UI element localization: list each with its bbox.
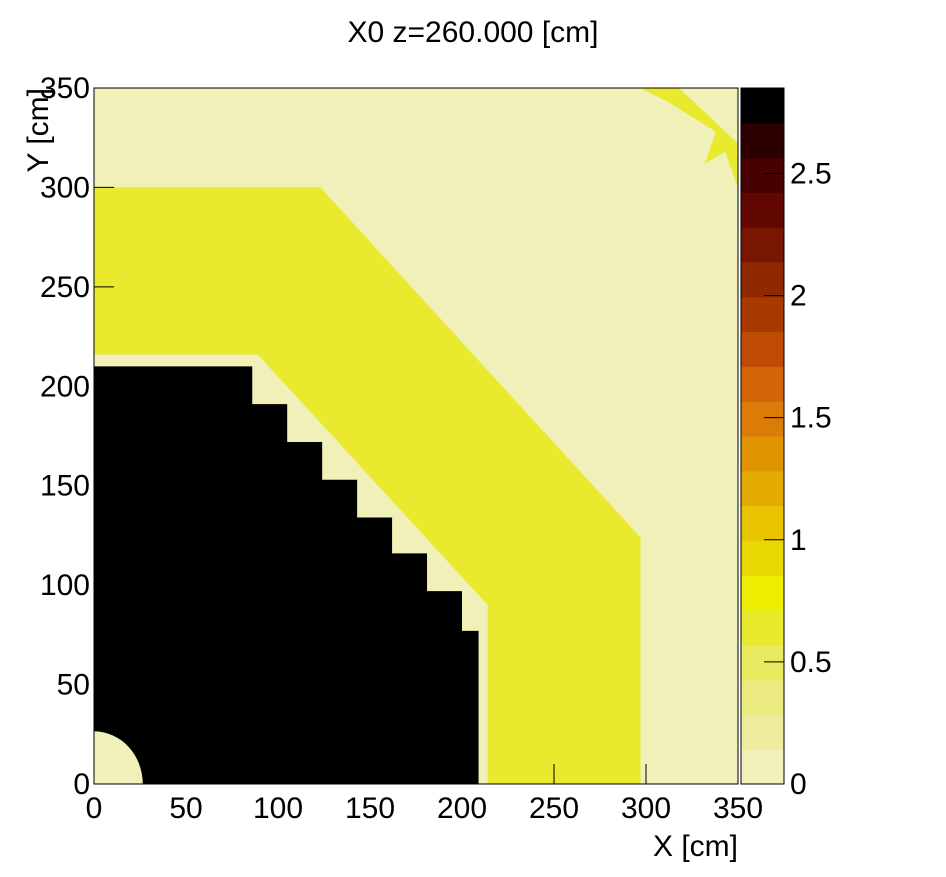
z-tick-label: 0 xyxy=(790,768,807,801)
z-tick-label: 1 xyxy=(790,524,807,557)
x-tick-label: 150 xyxy=(345,792,395,825)
y-tick-label: 0 xyxy=(73,768,90,801)
palette-bin xyxy=(741,714,784,750)
x-axis-label: X [cm] xyxy=(653,830,738,863)
palette-bin xyxy=(741,644,784,681)
x-tick-label: 100 xyxy=(253,792,303,825)
palette-bin xyxy=(741,575,784,611)
palette-frame xyxy=(740,87,785,785)
region xyxy=(94,366,479,784)
y-tick-label: 50 xyxy=(57,669,90,702)
palette-bin xyxy=(741,227,784,263)
chart-title: X0 z=260.000 [cm] xyxy=(348,16,599,49)
palette-bin xyxy=(741,470,784,507)
y-axis-label: Y [cm] xyxy=(22,88,55,172)
y-tick-label: 350 xyxy=(40,72,90,105)
region xyxy=(94,731,143,784)
y-tick-label: 200 xyxy=(40,370,90,403)
region xyxy=(640,88,738,188)
palette-bin xyxy=(741,157,784,193)
x-tick-label: 50 xyxy=(169,792,202,825)
palette-bin xyxy=(741,401,784,437)
y-tick-label: 300 xyxy=(40,171,90,204)
x-tick-label: 250 xyxy=(529,792,579,825)
plot-frame xyxy=(93,87,739,785)
region xyxy=(94,187,641,784)
z-tick-label: 2.5 xyxy=(790,157,832,190)
x-tick-label: 0 xyxy=(86,792,103,825)
palette-bin xyxy=(741,262,784,298)
x-tick-label: 300 xyxy=(621,792,671,825)
palette-bin xyxy=(741,679,784,715)
palette-bin xyxy=(741,749,784,785)
palette-bin xyxy=(741,436,784,472)
palette-bin xyxy=(741,331,784,367)
palette-bin xyxy=(741,540,784,576)
palette-bin xyxy=(741,610,784,646)
palette-bin xyxy=(741,122,784,159)
x-tick-label: 200 xyxy=(437,792,487,825)
palette-bin xyxy=(741,192,784,228)
y-tick-label: 150 xyxy=(40,470,90,503)
z-tick-label: 2 xyxy=(790,280,807,313)
z-tick-label: 1.5 xyxy=(790,402,832,435)
x-tick-label: 350 xyxy=(713,792,763,825)
palette-bin xyxy=(741,366,784,402)
palette-bin xyxy=(741,505,784,541)
palette-bin xyxy=(741,296,784,333)
y-tick-label: 250 xyxy=(40,271,90,304)
y-tick-label: 100 xyxy=(40,569,90,602)
z-tick-label: 0.5 xyxy=(790,646,832,679)
palette-bin xyxy=(741,88,784,124)
